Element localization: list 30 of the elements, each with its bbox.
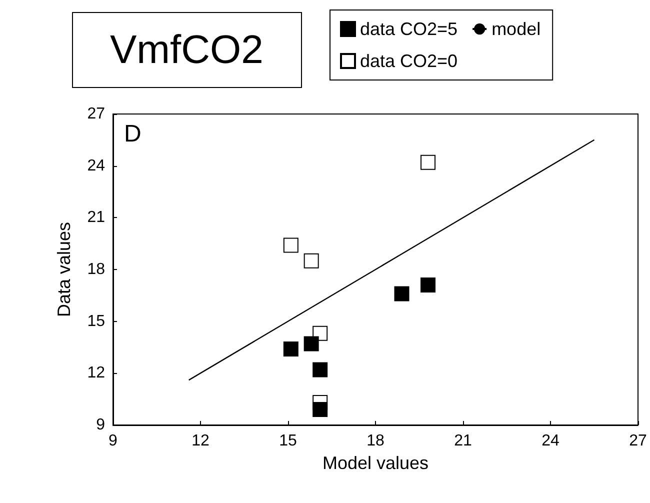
y-tick-label: 18 — [87, 261, 106, 278]
legend-label: data CO2=5 — [360, 19, 458, 39]
legend-label: data CO2=0 — [360, 51, 458, 71]
x-tick-label: 18 — [366, 432, 384, 450]
point — [420, 278, 436, 293]
y-tick-label: 24 — [87, 157, 106, 174]
point — [283, 341, 298, 356]
point — [304, 253, 319, 268]
point — [312, 362, 328, 378]
x-tick-label: 27 — [629, 432, 647, 450]
x-tick-label: 12 — [192, 432, 210, 450]
y-tick-label: 15 — [87, 312, 106, 330]
x-axis-title: Model values — [322, 452, 429, 473]
y-axis-title: Data values — [54, 222, 74, 318]
annotation: D — [124, 120, 142, 148]
x-tick-label: 9 — [108, 432, 118, 450]
point — [283, 238, 298, 253]
legend-label: model — [492, 19, 541, 39]
point — [304, 336, 319, 352]
chart-title: VmfCO2 — [110, 28, 264, 72]
point — [394, 286, 410, 302]
y-tick-label: 21 — [87, 209, 106, 226]
x-tick-label: 21 — [454, 432, 472, 450]
x-tick-label: 15 — [279, 432, 297, 450]
x-tick-label: 24 — [542, 432, 560, 450]
y-tick-label: 27 — [87, 106, 106, 122]
point — [420, 154, 436, 170]
y-tick-label: 12 — [87, 364, 106, 382]
point — [312, 402, 328, 417]
y-tick-label: 9 — [96, 416, 106, 434]
